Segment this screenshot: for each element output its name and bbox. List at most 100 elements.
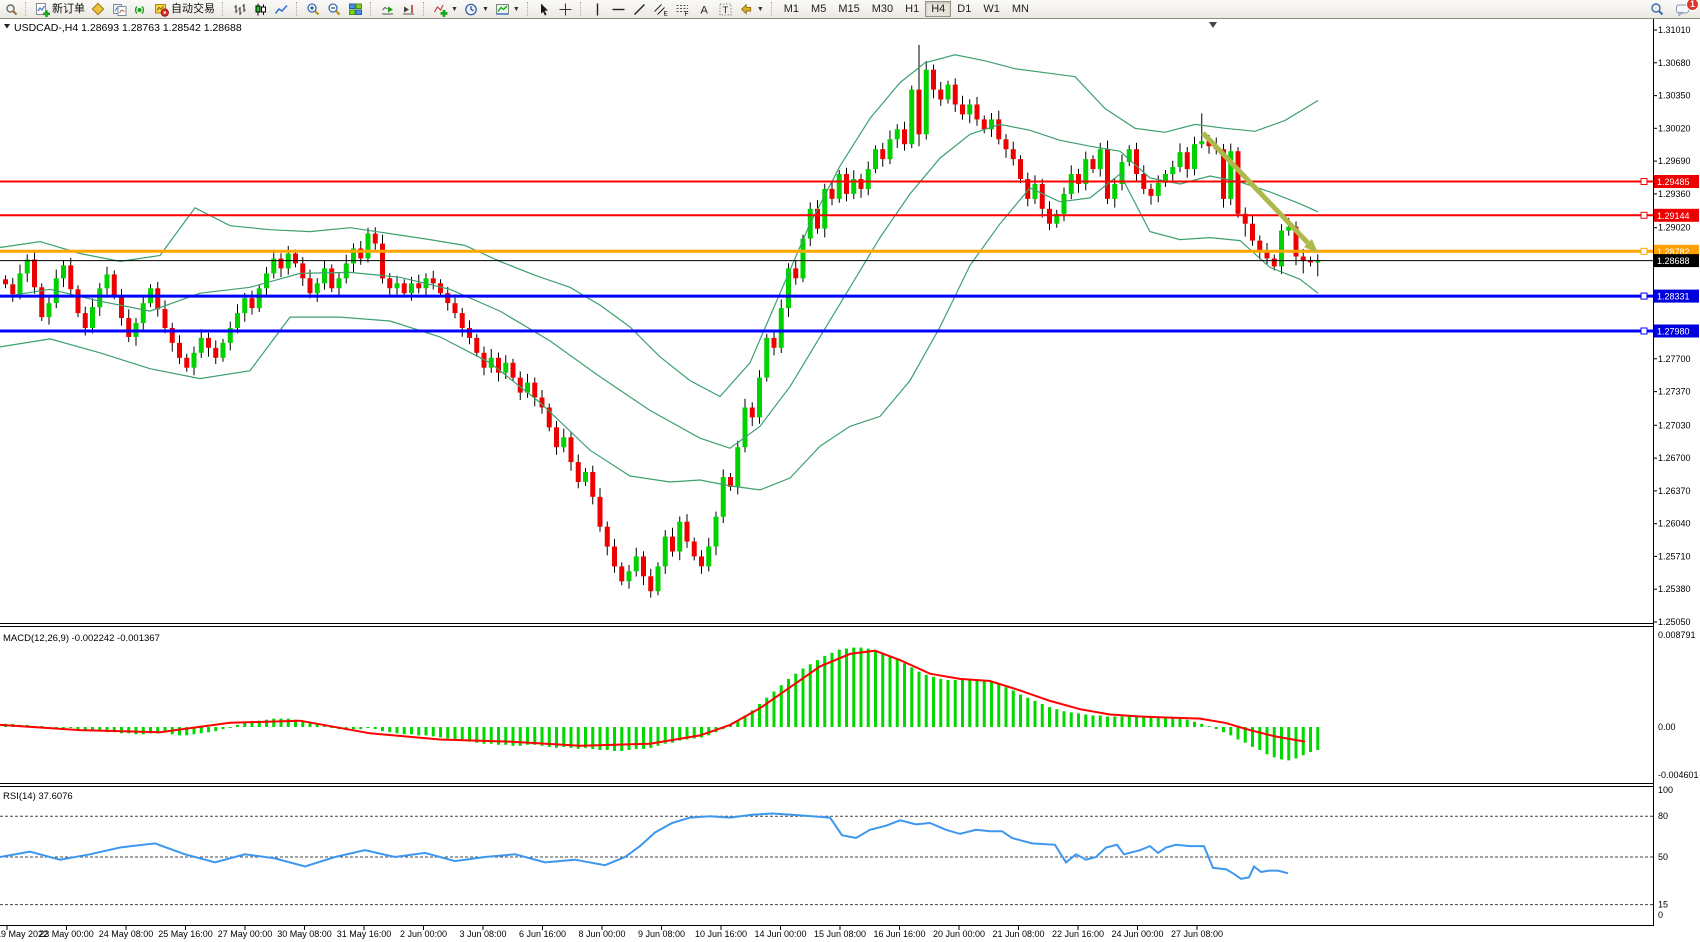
macd-bar: [446, 727, 450, 739]
candle-body: [633, 556, 639, 572]
chart-shift-button[interactable]: [398, 1, 419, 18]
macd-bar: [207, 727, 210, 733]
macd-bar: [859, 647, 863, 727]
channel-tool-button[interactable]: E: [650, 1, 672, 18]
candle-body: [104, 274, 110, 289]
crosshair-tool-button[interactable]: [555, 1, 576, 18]
candle-body: [822, 188, 828, 229]
macd-label: MACD(12,26,9) -0.002242 -0.001367: [3, 633, 160, 644]
clock-icon: [465, 3, 477, 15]
search-left-icon[interactable]: [2, 1, 21, 18]
macd-bar: [511, 727, 515, 746]
tick-chart-button[interactable]: [88, 1, 109, 18]
candle-body: [938, 89, 944, 100]
auto-scroll-button[interactable]: [377, 1, 398, 18]
shapes-tool-button[interactable]: ▼: [736, 1, 767, 18]
macd-bar: [845, 648, 848, 727]
new-order-button[interactable]: 新订单: [32, 1, 88, 18]
cursor-tool-button[interactable]: [534, 1, 555, 18]
candlestick-mode-button[interactable]: [250, 1, 271, 18]
shift-marker-icon[interactable]: [1209, 22, 1217, 28]
candle-body: [851, 179, 857, 194]
candle-body: [1039, 184, 1045, 209]
symbol-dropdown-icon[interactable]: [4, 24, 10, 29]
vertical-line-tool-button[interactable]: [587, 1, 608, 18]
price-badge-label: 1.28331: [1657, 292, 1690, 302]
price-badge: [1654, 254, 1699, 268]
candle-body: [1177, 152, 1183, 168]
hline-handle: [1640, 211, 1648, 219]
templates-button[interactable]: ▼: [492, 1, 523, 18]
tab-timeframe-m30[interactable]: M30: [871, 3, 894, 15]
candle-body: [967, 104, 973, 115]
macd-bar: [808, 664, 812, 727]
trendline-tool-button[interactable]: [629, 1, 650, 18]
candle-body: [517, 377, 523, 393]
signals-button[interactable]: [130, 1, 151, 18]
candle-body: [314, 283, 320, 294]
price-tick-label: 1.26700: [1658, 453, 1691, 463]
macd-bar: [787, 678, 790, 727]
horizontal-lines[interactable]: [0, 178, 1653, 335]
macd-bar: [627, 727, 631, 750]
price-axis[interactable]: 1.31010 1.30680 1.30350 1.30020 1.29690 1.293…: [1653, 19, 1700, 942]
zoom-out-button[interactable]: [324, 1, 345, 18]
trend-arrow[interactable]: [1201, 131, 1318, 253]
text-label-tool-button[interactable]: T: [715, 1, 736, 18]
price-badge-label: 1.29485: [1657, 177, 1690, 187]
tab-timeframe-mn[interactable]: MN: [1011, 3, 1029, 15]
text-tool-button[interactable]: A: [694, 1, 715, 18]
tab-timeframe-h1[interactable]: H1: [905, 3, 920, 15]
price-tick-label: 1.29360: [1658, 189, 1691, 199]
tab-timeframe-h4[interactable]: H4: [925, 1, 952, 17]
bar-chart-mode-button[interactable]: [229, 1, 250, 18]
candle-body: [720, 477, 726, 517]
price-tick-label: 1.25710: [1658, 551, 1691, 561]
macd-bar: [83, 727, 87, 731]
candle-body: [1264, 250, 1270, 259]
notifications-button[interactable]: 1: [1675, 0, 1699, 17]
candle-body: [126, 318, 132, 337]
periods-button[interactable]: ▼: [461, 1, 492, 18]
macd-bar: [120, 727, 123, 734]
tab-timeframe-d1[interactable]: D1: [957, 3, 972, 15]
profiles-button[interactable]: [109, 1, 130, 18]
fibonacci-tool-button[interactable]: F: [672, 1, 694, 18]
macd-bar: [779, 685, 783, 727]
tab-timeframe-w1[interactable]: W1: [983, 3, 1000, 15]
candle-body: [401, 283, 407, 294]
tab-timeframe-m15[interactable]: M15: [838, 3, 860, 15]
line-chart-mode-button[interactable]: [271, 1, 292, 18]
candle-body: [111, 274, 117, 296]
candle-body: [764, 337, 770, 378]
macd-bar: [1026, 697, 1030, 727]
tab-timeframe-m5[interactable]: M5: [811, 3, 827, 15]
macd-bar: [1019, 694, 1022, 727]
macd-bar: [402, 727, 406, 735]
panel-separators[interactable]: [0, 623, 1700, 926]
zoom-in-button[interactable]: [303, 1, 324, 18]
macd-bar: [315, 723, 319, 727]
tile-windows-button[interactable]: [345, 1, 366, 18]
autotrading-button[interactable]: 自动交易: [151, 1, 218, 18]
macd-bar: [460, 727, 464, 741]
search-icon[interactable]: [1650, 2, 1665, 17]
tab-timeframe-m1[interactable]: M1: [783, 3, 800, 15]
candle-body: [10, 284, 16, 295]
indicators-button[interactable]: ▼: [430, 1, 461, 18]
candlestick-icon: [255, 3, 266, 15]
candle-body: [496, 357, 501, 373]
candle-body: [409, 283, 414, 294]
macd-bar: [801, 668, 805, 727]
horizontal-line-tool-button[interactable]: [608, 1, 629, 18]
macd-bar: [69, 727, 73, 728]
price-tick-label: 1.25050: [1658, 617, 1691, 627]
candle-body: [24, 259, 30, 274]
candle-body: [554, 427, 559, 448]
candle-body: [539, 397, 545, 408]
toolbar-separator: [526, 2, 532, 16]
candle-body: [677, 521, 683, 552]
macd-bar: [1251, 727, 1254, 747]
